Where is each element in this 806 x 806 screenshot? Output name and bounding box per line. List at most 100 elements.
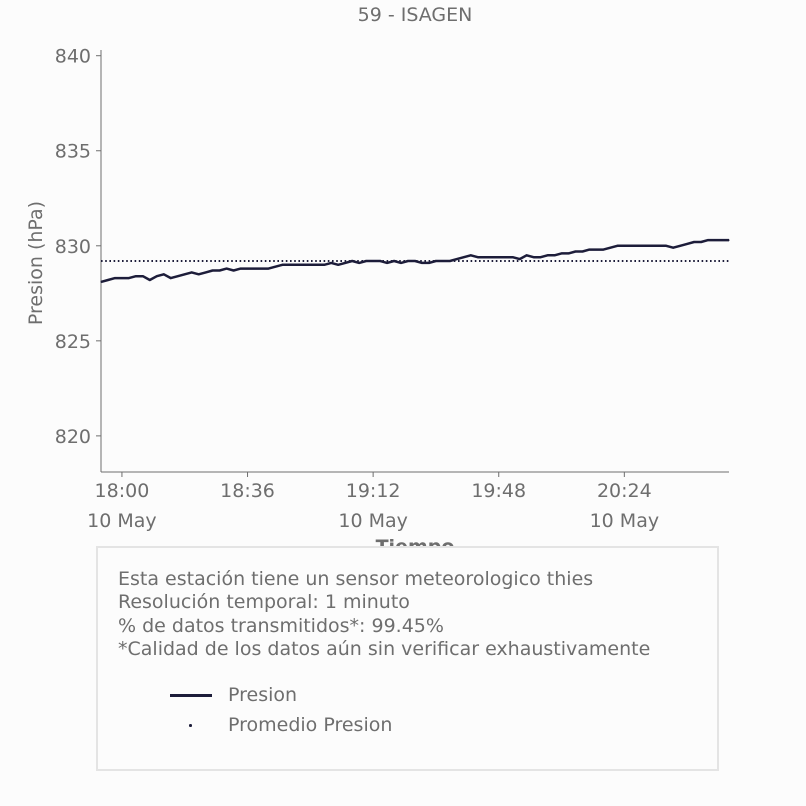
pressure-point	[351, 260, 353, 262]
pressure-point	[135, 275, 137, 277]
pressure-point	[121, 277, 123, 279]
pressure-point	[546, 254, 549, 256]
pressure-point	[644, 245, 646, 247]
y-tick-label: 840	[55, 46, 91, 68]
pressure-point	[693, 241, 695, 243]
legend-label-presion: Presion	[228, 684, 298, 706]
pressure-point	[679, 245, 681, 247]
pressure-point	[505, 256, 507, 258]
pressure-point	[344, 262, 346, 264]
pressure-point	[512, 256, 514, 258]
pressure-point	[316, 264, 318, 266]
x-tick-date-label: 10 May	[590, 510, 660, 532]
pressure-point	[149, 279, 151, 281]
pressure-point	[728, 239, 730, 241]
pressure-point	[400, 262, 402, 264]
pressure-point	[435, 260, 437, 262]
pressure-point	[379, 260, 381, 262]
info-text: Esta estación tiene un sensor meteorolog…	[118, 568, 650, 661]
pressure-point	[274, 266, 277, 268]
pressure-point	[288, 264, 290, 266]
y-axis-label: Presion (hPa)	[25, 201, 47, 325]
pressure-point	[595, 248, 598, 251]
pressure-point	[623, 245, 625, 247]
pressure-point	[414, 260, 416, 262]
pressure-point	[100, 281, 102, 283]
pressure-point	[567, 252, 570, 254]
pressure-point	[142, 275, 144, 277]
pressure-point	[456, 258, 458, 260]
pressure-point	[672, 247, 674, 249]
pressure-point	[156, 275, 158, 277]
pressure-point	[191, 271, 193, 274]
info-line-transmitted: % de datos transmitidos*: 99.45%	[118, 614, 444, 637]
pressure-point	[128, 277, 130, 279]
pressure-point	[239, 268, 242, 270]
x-tick-label: 18:36	[220, 480, 275, 502]
pressure-point	[533, 256, 535, 258]
pressure-point	[581, 250, 584, 253]
pressure-point	[246, 268, 249, 270]
pressure-point	[330, 262, 332, 264]
pressure-point	[337, 264, 339, 266]
chart-title: 59 - ISAGEN	[358, 4, 473, 26]
pressure-point	[553, 254, 556, 256]
pressure-point	[386, 262, 388, 264]
pressure-point	[253, 268, 256, 270]
pressure-point	[358, 262, 360, 264]
pressure-point	[212, 269, 214, 272]
pressure-point	[232, 269, 235, 272]
pressure-point	[637, 245, 639, 247]
pressure-point	[519, 258, 521, 260]
pressure-point	[491, 256, 493, 258]
x-tick-date-label: 10 May	[87, 510, 157, 532]
pressure-point	[540, 256, 542, 258]
pressure-point	[700, 241, 702, 243]
pressure-point	[309, 264, 311, 266]
pressure-point	[686, 243, 688, 245]
legend-item-promedio: Promedio Presion	[168, 710, 392, 740]
info-line-quality: *Calidad de los datos aún sin verificar …	[118, 637, 651, 660]
pressure-point	[665, 245, 667, 247]
pressure-point	[170, 277, 172, 279]
pressure-point	[470, 254, 472, 256]
pressure-point	[372, 260, 374, 262]
pressure-point	[428, 262, 430, 264]
pressure-point	[721, 239, 723, 241]
pressure-point	[226, 268, 228, 270]
pressure-point	[602, 248, 605, 251]
pressure-point	[295, 264, 297, 266]
legend-line-swatch	[168, 688, 214, 702]
y-tick-label: 825	[55, 331, 91, 353]
pressure-point	[651, 245, 653, 247]
pressure-point	[658, 245, 660, 247]
pressure-point	[630, 245, 632, 247]
y-tick-label: 835	[55, 141, 91, 163]
pressure-point	[267, 268, 270, 270]
pressure-point	[198, 273, 200, 275]
pressure-point	[707, 239, 709, 241]
pressure-point	[574, 250, 577, 253]
x-tick-date-label: 10 May	[338, 510, 408, 532]
station-info-box: Esta estación tiene un sensor meteorolog…	[96, 546, 719, 771]
x-tick-label: 19:48	[471, 480, 526, 502]
legend-item-presion: Presion	[168, 680, 392, 710]
legend-label-promedio: Promedio Presion	[228, 714, 393, 736]
pressure-point	[714, 239, 716, 241]
pressure-point	[616, 245, 618, 247]
pressure-point	[260, 268, 263, 270]
pressure-point	[463, 256, 465, 258]
legend-dot-swatch	[168, 718, 214, 732]
pressure-point	[484, 256, 486, 258]
pressure-point	[114, 277, 116, 279]
pressure-point	[560, 252, 563, 254]
x-tick-label: 18:00	[95, 480, 150, 502]
pressure-point	[107, 279, 109, 281]
x-tick-label: 20:24	[597, 480, 652, 502]
y-tick-label: 820	[55, 426, 91, 448]
pressure-point	[498, 256, 500, 258]
pressure-point	[177, 275, 179, 277]
pressure-point	[205, 271, 207, 274]
pressure-point	[184, 273, 186, 275]
